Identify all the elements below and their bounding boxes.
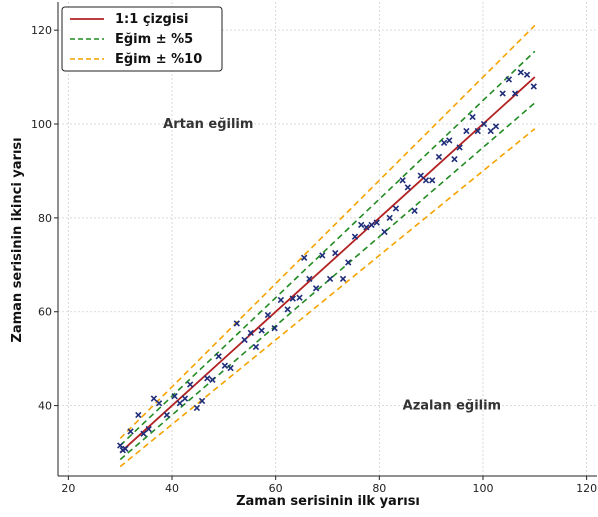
data-point	[155, 400, 163, 407]
data-point	[233, 320, 240, 327]
y-tick-label: 80	[38, 212, 52, 225]
data-point	[296, 294, 303, 301]
series-line-3	[119, 24, 536, 440]
data-point	[271, 325, 278, 332]
x-tick-label: 120	[576, 482, 597, 495]
data-point	[193, 404, 201, 412]
legend-label-slope10: Eğim ± %10	[115, 52, 202, 67]
y-tick-label: 100	[31, 118, 52, 131]
data-point	[252, 343, 260, 351]
data-point	[456, 144, 463, 151]
y-tick-label: 120	[31, 24, 52, 37]
y-tick-label: 40	[38, 400, 52, 413]
data-point	[399, 177, 406, 184]
data-point	[264, 311, 272, 319]
data-point	[345, 259, 352, 266]
data-point	[204, 375, 211, 382]
data-point	[176, 400, 183, 407]
data-point	[241, 336, 248, 344]
data-point	[505, 76, 513, 83]
series-line-0	[119, 76, 536, 454]
data-point	[499, 90, 506, 97]
data-point	[487, 127, 494, 135]
data-point	[312, 285, 320, 292]
data-point	[198, 397, 206, 405]
data-point	[227, 364, 234, 372]
data-point	[215, 353, 222, 360]
legend-label-slope5: Eğim ± %5	[115, 32, 193, 47]
series-line-4	[119, 128, 536, 468]
data-point	[358, 221, 365, 229]
data-point	[492, 123, 500, 130]
x-tick-label: 100	[472, 482, 493, 495]
data-point	[122, 445, 129, 452]
data-point	[386, 214, 393, 222]
data-point	[480, 120, 488, 128]
data-point	[135, 411, 142, 419]
grid-lines	[58, 2, 597, 476]
data-point	[306, 275, 313, 283]
data-point	[221, 362, 229, 369]
x-tick-label: 60	[269, 482, 283, 495]
data-point	[351, 233, 359, 240]
data-point	[511, 90, 519, 97]
legend: 1:1 çizgisi Eğim ± %5 Eğim ± %10	[61, 6, 223, 72]
data-point	[523, 71, 531, 78]
data-point	[446, 137, 453, 144]
x-axis-label: Zaman serisinin ilk yarısı	[236, 494, 420, 509]
data-point	[186, 381, 194, 388]
data-point	[277, 296, 285, 304]
plot-frame	[57, 2, 597, 477]
scatter-points	[117, 69, 537, 454]
data-point	[150, 395, 158, 402]
x-tick-label: 40	[165, 482, 179, 495]
data-point	[517, 69, 524, 76]
data-point	[392, 205, 400, 212]
y-tick-label: 60	[38, 306, 52, 319]
data-point	[368, 221, 375, 229]
legend-label-one-to-one: 1:1 çizgisi	[115, 12, 189, 27]
data-point	[319, 252, 326, 259]
x-tick-label: 80	[372, 482, 386, 495]
data-point	[363, 224, 370, 231]
annotation-decreasing-trend: Azalan eğilim	[403, 399, 501, 414]
data-point	[326, 275, 334, 283]
data-point	[429, 177, 436, 184]
data-point	[140, 430, 147, 437]
data-point	[289, 295, 296, 302]
data-point	[463, 127, 470, 135]
data-point	[440, 139, 448, 146]
data-point	[247, 329, 254, 337]
data-point	[209, 376, 216, 383]
data-point	[258, 327, 265, 334]
y-axis-label: Zaman serisinin ikinci yarısı	[10, 137, 25, 342]
x-tick-label: 20	[61, 482, 75, 495]
data-point	[117, 442, 124, 449]
data-point	[301, 254, 308, 261]
data-point	[411, 207, 418, 215]
data-point	[417, 172, 424, 179]
data-point	[474, 127, 481, 135]
data-point	[339, 275, 347, 283]
series-line-1	[119, 50, 536, 447]
data-point	[451, 156, 458, 163]
data-point	[332, 249, 339, 257]
data-point	[381, 228, 388, 236]
data-point	[127, 428, 134, 435]
data-point	[530, 83, 537, 90]
legend-box	[61, 6, 223, 72]
data-point	[404, 184, 411, 191]
data-point	[284, 306, 291, 313]
data-point	[373, 219, 380, 226]
data-point	[171, 393, 178, 400]
axis-ticks: 20 40 60 80 100 120 40 60 80 100 120	[31, 24, 597, 495]
data-point	[469, 113, 476, 121]
data-point	[145, 425, 152, 433]
data-point	[181, 395, 189, 402]
data-point	[163, 411, 171, 419]
annotation-increasing-trend: Artan eğilim	[163, 117, 253, 132]
data-point	[422, 177, 430, 184]
data-point	[435, 153, 443, 161]
